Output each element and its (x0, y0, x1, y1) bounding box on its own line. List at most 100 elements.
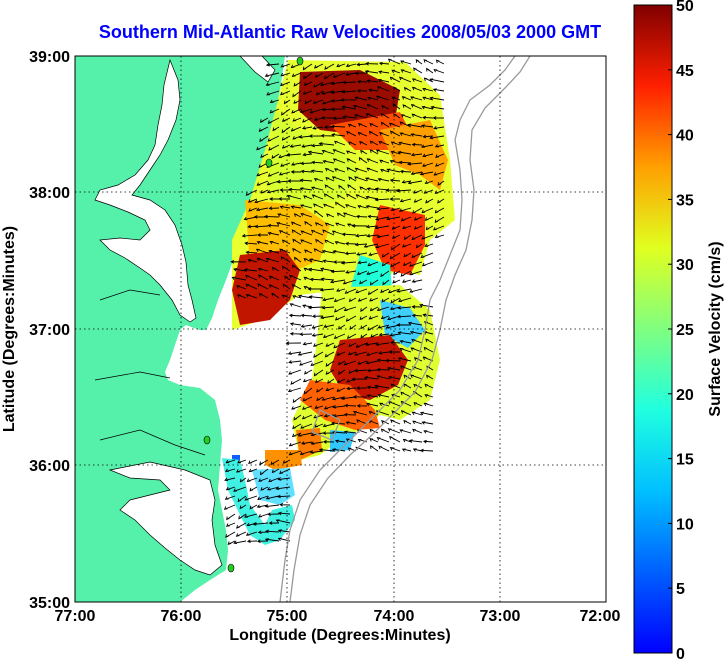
velocity-arrow (401, 243, 412, 248)
velocity-arrow (400, 60, 412, 65)
velocity-arrow (421, 124, 434, 128)
velocity-arrow (267, 135, 280, 142)
velocity-arrow (348, 297, 357, 303)
velocity-arrow (322, 333, 335, 338)
velocity-arrow (314, 210, 324, 218)
velocity-arrow (230, 259, 247, 264)
y-axis-ticks: 39:00 38:00 37:00 36:00 35:00 (29, 49, 70, 612)
velocity-arrow (348, 141, 357, 146)
velocity-arrow (318, 448, 335, 452)
velocity-arrow (389, 76, 401, 83)
velocity-arrow (291, 405, 302, 410)
velocity-arrow (340, 260, 357, 265)
velocity-arrow (420, 411, 434, 416)
velocity-arrow (409, 270, 423, 276)
velocity-arrow (357, 123, 368, 128)
velocity-arrow (259, 135, 269, 143)
velocity-arrow (249, 504, 258, 510)
velocity-arrow (225, 531, 236, 538)
velocity-arrow (254, 198, 269, 203)
velocity-arrow (320, 81, 335, 86)
x-tick-label: 72:00 (580, 608, 621, 625)
velocity-arrow (355, 342, 368, 348)
velocity-arrow (325, 342, 335, 347)
velocity-arrow (358, 156, 368, 164)
velocity-arrow (330, 279, 346, 284)
velocity-arrow (289, 303, 302, 308)
velocity-arrow (435, 59, 445, 65)
velocity-arrow (411, 313, 423, 318)
velocity-arrow (434, 207, 445, 214)
velocity-arrow (275, 519, 291, 524)
velocity-arrow (325, 176, 335, 182)
velocity-arrow (422, 313, 434, 318)
x-axis-ticks: 77:00 76:00 75:00 74:00 73:00 72:00 (55, 608, 621, 625)
velocity-arrow (324, 184, 335, 191)
velocity-arrow (368, 410, 379, 416)
velocity-arrow (366, 103, 379, 110)
velocity-arrow (324, 72, 335, 80)
velocity-arrow (359, 279, 368, 285)
velocity-arrow (331, 133, 346, 137)
velocity-arrow (280, 90, 291, 96)
velocity-arrow (307, 305, 324, 310)
velocity-arrow (281, 239, 291, 245)
velocity-arrow (304, 369, 313, 375)
x-tick-label: 75:00 (267, 608, 308, 625)
velocity-arrow (260, 486, 269, 491)
velocity-arrow (258, 274, 269, 281)
velocity-arrow (355, 233, 368, 238)
velocity-arrow (389, 435, 401, 443)
velocity-arrow (268, 477, 280, 483)
velocity-arrow (366, 270, 379, 275)
velocity-arrow (411, 78, 423, 83)
velocity-arrow (249, 486, 258, 492)
colorbar-tick-label: 15 (676, 452, 694, 469)
velocity-arrow (390, 383, 401, 389)
velocity-arrow (366, 167, 379, 173)
river-channel (99, 429, 206, 456)
velocity-arrow (356, 79, 368, 84)
velocity-arrow (369, 306, 379, 312)
velocity-arrow (400, 391, 412, 398)
velocity-arrow (322, 423, 335, 428)
velocity-arrow (389, 333, 401, 337)
velocity-arrow (356, 62, 368, 67)
velocity-arrow (320, 267, 335, 272)
velocity-arrow (375, 243, 390, 248)
colorbar-tick-label: 50 (676, 0, 694, 15)
velocity-arrow (347, 351, 357, 356)
velocity-arrow (378, 140, 390, 146)
velocity-arrow (318, 142, 335, 146)
velocity-arrow (402, 225, 412, 229)
velocity-arrow (255, 248, 269, 254)
velocity-arrow (292, 423, 302, 430)
velocity-arrow (277, 511, 291, 516)
velocity-arrow (368, 130, 379, 137)
velocity-arrow (270, 459, 280, 466)
velocity-arrow (399, 347, 412, 353)
velocity-arrow (378, 61, 390, 66)
velocity-arrow (415, 59, 423, 65)
velocity-arrow (400, 114, 412, 119)
velocity-arrow (377, 78, 390, 83)
velocity-arrow (342, 115, 357, 119)
velocity-arrow (390, 340, 401, 345)
velocity-arrow (268, 250, 280, 254)
velocity-arrow (323, 203, 335, 209)
velocity-arrow (293, 213, 302, 218)
velocity-arrow (368, 315, 379, 320)
y-tick-label: 37:00 (29, 322, 70, 339)
velocity-arrow (422, 134, 434, 139)
velocity-arrow (322, 259, 335, 264)
map-title: Southern Mid-Atlantic Raw Velocities 200… (98, 22, 602, 42)
velocity-arrow (403, 86, 412, 92)
velocity-arrow (357, 132, 368, 137)
velocity-arrow (259, 459, 269, 466)
velocity-arrow (304, 220, 313, 227)
velocity-arrow (396, 314, 412, 319)
velocity-arrow (346, 193, 357, 200)
velocity-arrow (379, 159, 390, 164)
velocity-arrow (310, 169, 324, 174)
